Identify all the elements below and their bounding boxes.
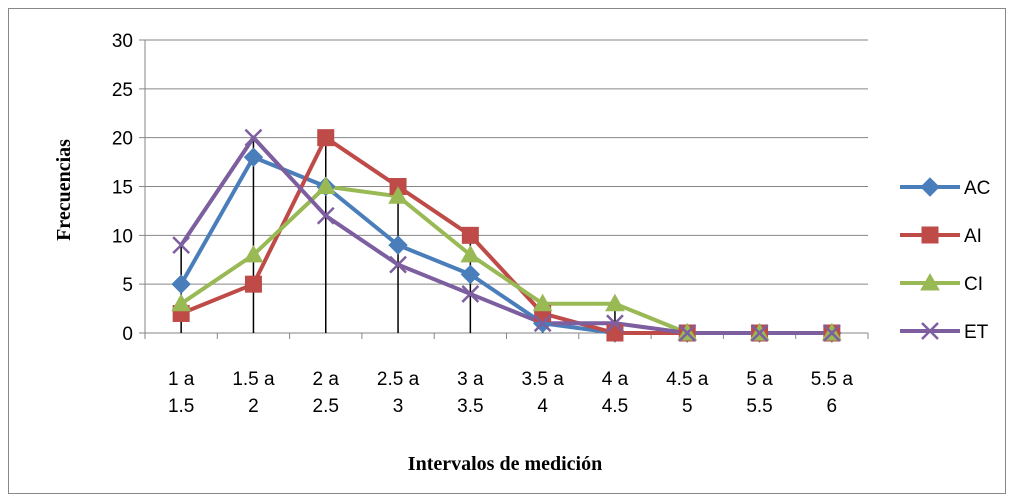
- marker-triangle: [460, 244, 481, 263]
- marker-diamond: [920, 177, 940, 197]
- x-tick-label: 4 a 4.5: [602, 369, 629, 417]
- marker-x: [533, 314, 552, 333]
- marker-x-stroke: [389, 255, 407, 274]
- legend-item-ai: AI: [900, 226, 982, 247]
- legend: AC AI CI ET: [900, 177, 990, 343]
- marker-x-stroke: [606, 314, 624, 333]
- x-tick-label: 2 a 2.5: [313, 369, 340, 417]
- y-tick-label: 30: [112, 31, 133, 52]
- marker-x: [921, 322, 939, 340]
- marker-triangle: [388, 186, 408, 204]
- marker-x-stroke: [244, 128, 263, 147]
- marker-x: [606, 314, 624, 333]
- y-tick-label: 25: [112, 80, 133, 101]
- marker-x-stroke: [316, 206, 335, 225]
- marker-x-stroke: [533, 314, 552, 333]
- marker-triangle: [243, 244, 264, 263]
- marker-triangle: [171, 293, 192, 312]
- marker-x: [678, 324, 697, 342]
- marker-x: [461, 285, 480, 303]
- marker-square: [461, 226, 479, 244]
- legend-label: AI: [964, 226, 982, 247]
- marker-diamond: [460, 264, 481, 285]
- marker-x: [822, 324, 841, 342]
- marker-diamond: [243, 147, 264, 167]
- y-axis-title: Frecuencias: [53, 139, 75, 241]
- marker-triangle: [315, 176, 336, 194]
- marker-x-stroke: [750, 324, 769, 342]
- legend-item-et: ET: [900, 322, 989, 343]
- marker-square: [244, 275, 262, 293]
- y-tick-label: 10: [112, 226, 133, 247]
- marker-x-stroke: [822, 324, 841, 342]
- legend-item-ac: AC: [900, 177, 990, 199]
- legend-label: AC: [964, 178, 990, 199]
- y-tick-label: 5: [122, 275, 133, 296]
- y-tick-label: 0: [122, 324, 133, 345]
- legend-label: CI: [964, 274, 983, 295]
- series-line-et: [179, 135, 832, 335]
- legend-label: ET: [964, 322, 989, 343]
- marker-x: [172, 236, 191, 254]
- marker-x: [244, 128, 263, 147]
- x-tick-label: 3 a 3.5: [457, 369, 484, 417]
- marker-triangle: [605, 293, 625, 312]
- x-tick-label: 5 a 5.5: [746, 369, 773, 417]
- grid: [139, 39, 869, 339]
- series-line-ci: [180, 184, 832, 335]
- marker-square: [317, 129, 335, 147]
- marker-x: [750, 324, 769, 342]
- series-markers: [171, 128, 842, 343]
- marker-x-stroke: [921, 322, 939, 340]
- marker-x: [389, 255, 407, 274]
- marker-square: [921, 226, 939, 244]
- y-tick-labels: 0 5 10 15 20 25 30: [112, 31, 133, 345]
- marker-diamond: [388, 235, 408, 255]
- series-lines: [179, 135, 832, 335]
- marker-x: [316, 206, 335, 225]
- marker-x-stroke: [678, 324, 697, 342]
- marker-x-stroke: [172, 236, 191, 254]
- marker-diamond: [171, 274, 191, 294]
- marker-x-stroke: [461, 285, 480, 303]
- x-tick-label: 1 a 1.5: [168, 369, 195, 417]
- marker-triangle: [532, 293, 553, 312]
- marker-triangle: [920, 272, 940, 291]
- x-axis-title: Intervalos de medición: [408, 453, 602, 475]
- y-tick-label: 20: [112, 129, 133, 150]
- y-tick-label: 15: [112, 178, 133, 199]
- legend-item-ci: CI: [900, 272, 983, 295]
